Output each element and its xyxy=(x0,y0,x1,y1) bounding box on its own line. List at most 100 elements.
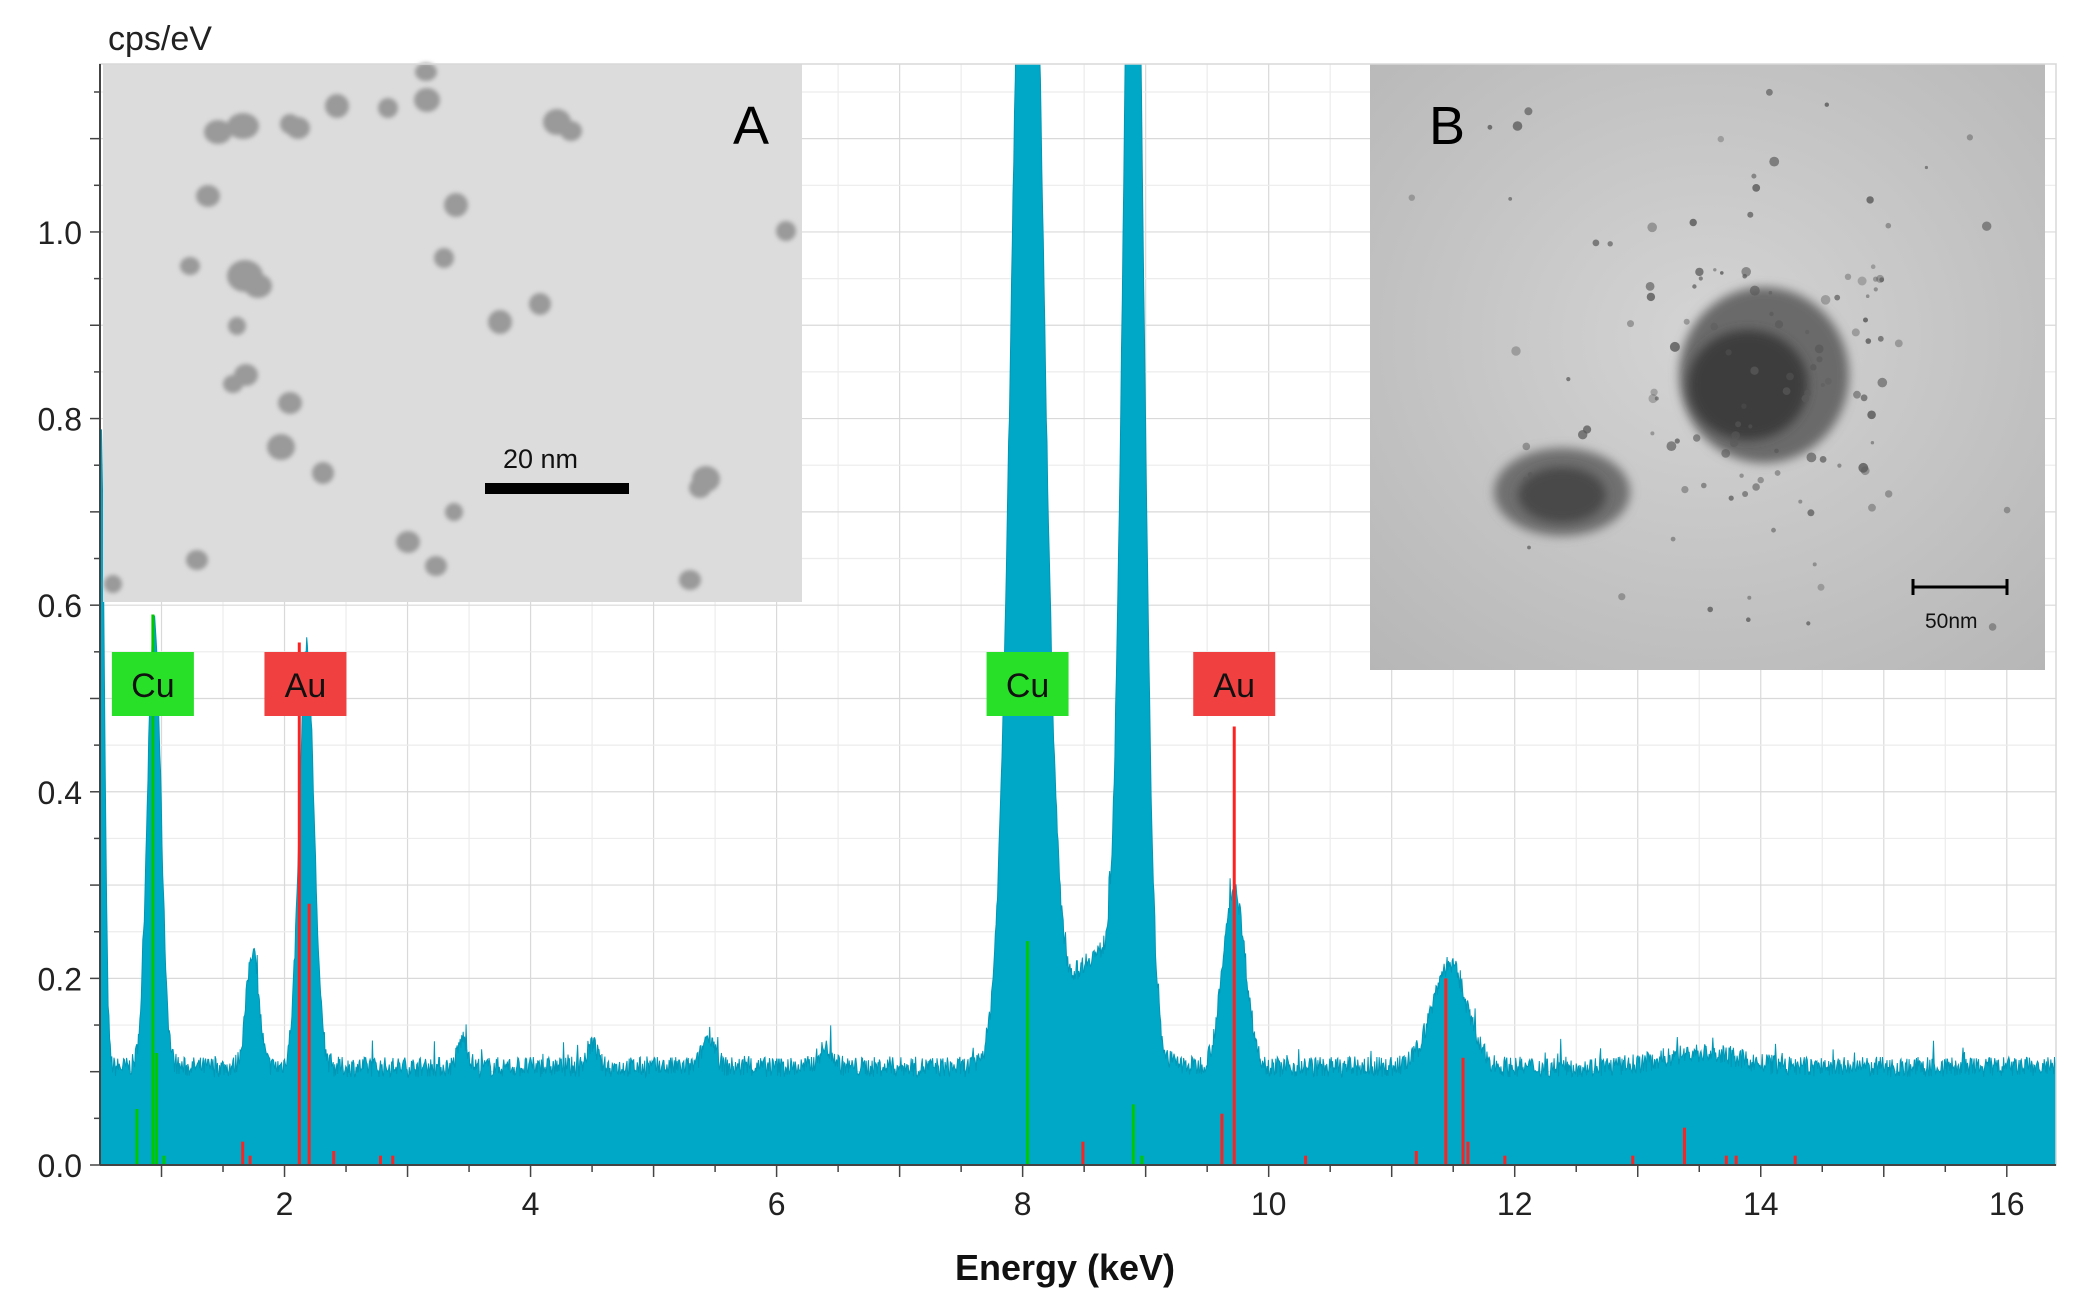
nanoparticle xyxy=(1806,621,1811,626)
nanoparticle xyxy=(1870,264,1876,270)
nanoparticle xyxy=(1824,102,1830,107)
nanoparticle xyxy=(1720,271,1724,275)
nanoparticle xyxy=(1865,338,1872,344)
nanoparticle xyxy=(1870,441,1875,445)
nanoparticle xyxy=(1867,410,1876,420)
nanoparticle xyxy=(1751,173,1757,179)
nanoparticle xyxy=(1774,470,1781,476)
nanoparticle xyxy=(1698,276,1703,281)
y-tick-label: 0.2 xyxy=(38,961,82,997)
nanoparticle xyxy=(1894,339,1903,348)
nanoparticle xyxy=(1508,197,1513,201)
nanoparticle xyxy=(1747,595,1752,600)
nanoparticle xyxy=(1749,285,1760,296)
y-tick-label: 1.0 xyxy=(38,215,82,251)
nanoparticle xyxy=(1731,431,1740,440)
nanoparticle xyxy=(1717,135,1725,143)
nanoparticle xyxy=(2003,506,2011,514)
nanoparticle xyxy=(1774,448,1779,454)
inset-a-scale-bar xyxy=(485,483,629,494)
nanoparticle xyxy=(415,63,437,81)
nanoparticle xyxy=(227,113,259,139)
spectrum-series xyxy=(100,64,2056,1165)
nanoparticle xyxy=(1982,221,1992,231)
nanoparticle xyxy=(1816,356,1823,363)
nanoparticle xyxy=(1860,394,1868,402)
nanoparticle xyxy=(1648,394,1658,404)
nanoparticle xyxy=(1748,424,1753,429)
nanoparticle xyxy=(1750,366,1759,375)
nanoparticle xyxy=(1865,294,1870,299)
nanoparticle xyxy=(1752,483,1760,491)
element-marker-box xyxy=(986,652,1069,716)
nanoparticle-cluster-core xyxy=(1518,467,1606,523)
element-marker-label: Cu xyxy=(131,667,174,705)
x-tick-label: 2 xyxy=(276,1186,294,1222)
nanoparticle xyxy=(1627,320,1634,328)
nanoparticle xyxy=(1851,328,1860,337)
element-marker-box xyxy=(111,652,194,716)
nanoparticle xyxy=(1741,403,1747,409)
nanoparticle xyxy=(1863,317,1868,323)
element-marker-label: Cu xyxy=(1006,667,1049,705)
y-tick-label: 0.4 xyxy=(38,775,82,811)
inset-a-particles xyxy=(104,63,796,593)
element-marker-au: Au xyxy=(1193,652,1276,716)
nanoparticle xyxy=(1774,320,1784,329)
nanoparticle xyxy=(1837,463,1842,468)
nanoparticle xyxy=(1814,344,1824,354)
nanoparticle xyxy=(1988,623,1997,631)
nanoparticle xyxy=(1810,364,1817,371)
nanoparticle xyxy=(414,88,440,112)
nanoparticle xyxy=(1768,290,1773,295)
nanoparticle xyxy=(1607,241,1613,247)
element-markers-layer: Cu Au Cu Au xyxy=(111,652,1276,716)
nanoparticle xyxy=(689,478,711,498)
nanoparticle xyxy=(1707,606,1713,613)
nanoparticle xyxy=(445,503,463,521)
nanoparticle xyxy=(1820,295,1831,305)
nanoparticle xyxy=(1873,287,1878,292)
nanoparticle xyxy=(1524,107,1533,116)
nanoparticle xyxy=(1824,377,1832,385)
nanoparticle xyxy=(1858,462,1869,473)
nanoparticle xyxy=(1583,425,1592,434)
nanoparticle xyxy=(1512,121,1523,131)
nanoparticle xyxy=(425,556,447,576)
nanoparticle xyxy=(1683,318,1690,325)
y-tick-label: 0.6 xyxy=(38,588,82,624)
nanoparticle xyxy=(1769,311,1774,317)
nanoparticle xyxy=(1721,449,1731,458)
inset-b-letter: B xyxy=(1429,96,1465,156)
nanoparticle xyxy=(434,248,454,268)
nanoparticle xyxy=(1666,441,1677,451)
y-tick-label: 0.0 xyxy=(38,1148,82,1184)
element-marker-label: Au xyxy=(1213,667,1255,705)
nanoparticle xyxy=(1742,273,1747,279)
nanoparticle xyxy=(223,375,243,393)
nanoparticle xyxy=(1674,438,1680,444)
tem-inset-a: A 20 nm xyxy=(103,63,802,602)
nanoparticle xyxy=(1834,294,1841,301)
nanoparticle xyxy=(1819,456,1827,463)
nanoparticle xyxy=(267,434,295,460)
nanoparticle xyxy=(378,98,398,118)
nanoparticle xyxy=(1857,276,1867,286)
nanoparticle xyxy=(679,570,701,590)
y-tick-label: 0.8 xyxy=(38,402,82,438)
x-tick-label: 14 xyxy=(1743,1186,1779,1222)
nanoparticle xyxy=(1853,390,1861,399)
nanoparticle xyxy=(529,293,551,315)
nanoparticle xyxy=(1885,490,1893,498)
nanoparticle xyxy=(180,257,200,275)
nanoparticle xyxy=(1692,284,1697,289)
nanoparticle xyxy=(1806,452,1817,463)
x-axis-title: Energy (keV) xyxy=(955,1247,1175,1288)
nanoparticle xyxy=(1771,527,1776,533)
x-tick-label: 4 xyxy=(522,1186,540,1222)
nanoparticle xyxy=(1523,476,1528,482)
nanoparticle xyxy=(1817,583,1825,591)
nanoparticle xyxy=(204,120,232,144)
nanoparticle xyxy=(1618,593,1626,601)
